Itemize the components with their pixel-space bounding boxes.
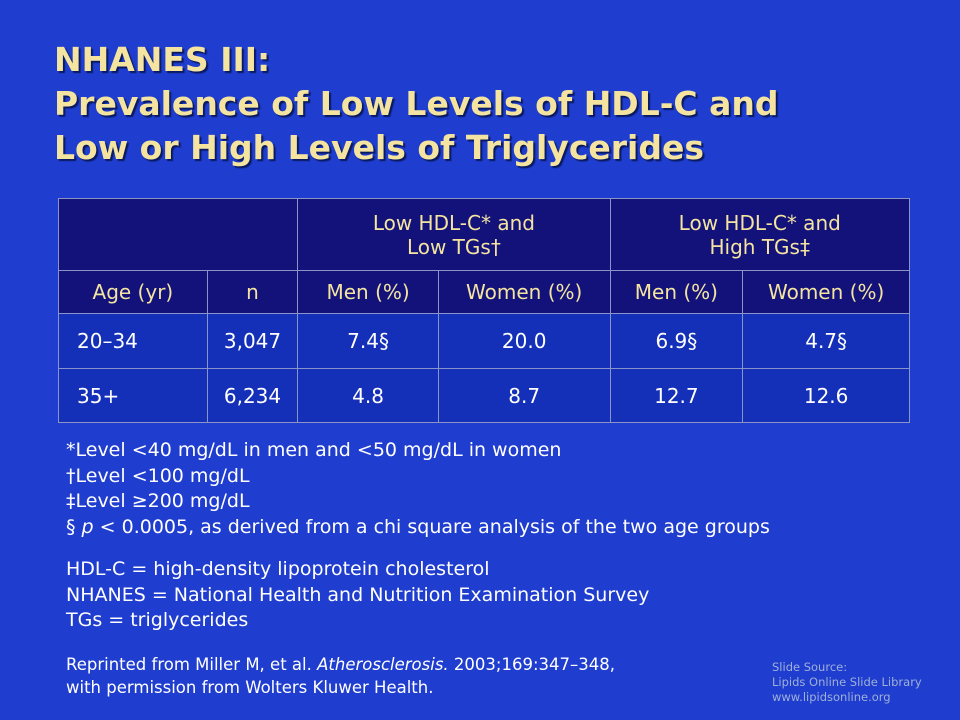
cell: 7.4§ [297,313,439,369]
group-header-row: Low HDL-C* and Low TGs† Low HDL-C* and Hig… [57,198,910,271]
footnote: *Level <40 mg/dL in men and <50 mg/dL in… [66,438,770,464]
cell: 12.6 [742,368,910,423]
footnote-text: < 0.0005, as derived from a chi square a… [93,515,770,538]
column-header: Men (%) [297,270,439,314]
column-header: n [206,270,299,314]
footnote-text: § [66,515,82,538]
journal: Atherosclerosis. [317,655,449,674]
cell: 4.7§ [742,313,910,369]
title: NHANES III: Prevalence of Low Levels of H… [54,38,779,170]
source-line: Slide Source: [772,660,848,674]
data-table: Low HDL-C* and Low TGs† Low HDL-C* and Hig… [57,198,910,423]
header-text: Low HDL-C* and [372,210,535,235]
definition: NHANES = National Health and Nutrition E… [66,583,650,606]
cell: 8.7 [437,368,611,423]
data-row: 35+ 6,234 4.8 8.7 12.7 12.6 [58,368,910,423]
group-header: Low HDL-C* and Low TGs† [297,198,611,271]
cell: 20–34 [58,313,208,369]
definition: TGs = triglycerides [66,609,249,631]
column-header: Women (%) [742,270,910,314]
title-line: NHANES III: [54,40,271,79]
text: Reprinted from Miller M, et al. [66,655,318,674]
title-line: Low or High Levels of Triglycerides [54,128,704,167]
cell: 6,234 [206,368,299,423]
footnotes: *Level <40 mg/dL in men and <50 mg/dL in… [66,438,770,540]
header-text: High TGs‡ [709,234,810,259]
column-header-row: Age (yr) n Men (%) Women (%) Men (%) Women (%… [58,270,910,314]
cell: 20.0 [437,313,611,369]
reference: Reprinted from Miller M, et al. Atherosc… [66,653,615,699]
header-text: Low TGs† [406,234,501,259]
source-line: www.lipidsonline.org [772,690,891,704]
column-header: Women (%) [437,270,611,314]
footnote: § p < 0.0005, as derived from a chi squa… [66,515,770,541]
footnote-text: †Level <100 mg/dL [66,464,250,487]
cell: 3,047 [206,313,299,369]
footnote-text: ‡Level ≥200 mg/dL [66,490,250,512]
cell: 4.8 [297,368,439,423]
source-line: Lipids Online Slide Library [772,675,922,689]
header-text: Low HDL-C* and [678,210,841,235]
footnote-text: *Level <40 mg/dL in men and <50 mg/dL in… [66,439,562,461]
data-row: 20–34 3,047 7.4§ 20.0 6.9§ 4.7§ [58,313,910,369]
cell: 35+ [58,368,208,423]
empty-cell [57,198,299,271]
column-header: Age (yr) [58,270,208,314]
reference-line: with permission from Wolters Kluwer Heal… [66,678,434,697]
footnote-text: p [81,515,94,538]
title-line: Prevalence of Low Levels of HDL-C and [54,84,779,123]
definition: HDL-C = high-density lipoprotein cholest… [66,558,490,580]
footnote: †Level <100 mg/dL [66,464,770,490]
footnote: ‡Level ≥200 mg/dL [66,489,770,515]
text: 2003;169:347–348, [448,655,616,674]
group-header: Low HDL-C* and High TGs‡ [609,198,910,271]
column-header: Men (%) [609,270,744,314]
definitions: HDL-C = high-density lipoprotein cholest… [66,557,649,634]
cell: 12.7 [609,368,744,423]
reference-line: Reprinted from Miller M, et al. Atherosc… [66,653,615,676]
cell: 6.9§ [609,313,744,369]
slide-source: Slide Source: Lipids Online Slide Library… [772,660,922,705]
